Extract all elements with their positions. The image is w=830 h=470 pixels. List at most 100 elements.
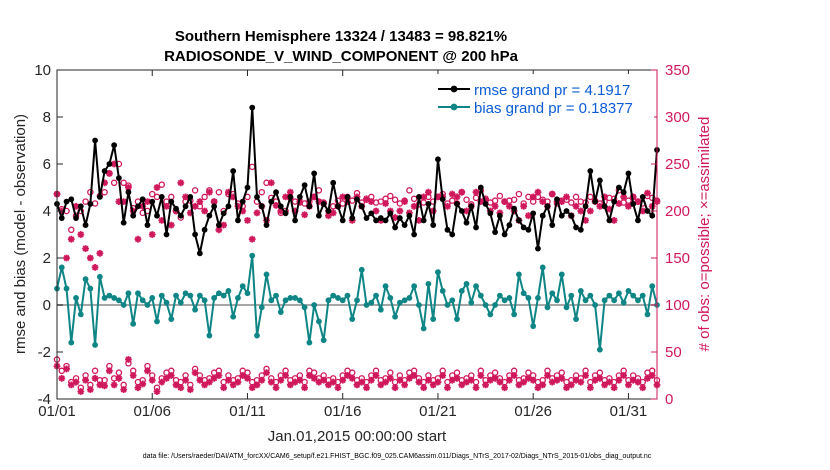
rmse-point — [520, 224, 527, 231]
rmse-point — [149, 198, 156, 205]
obs-assimilated-point — [196, 198, 204, 205]
obs-assimilated-point — [329, 209, 337, 217]
bias-point — [354, 297, 360, 304]
bias-point — [187, 292, 194, 299]
obs-assimilated-low-point — [439, 372, 447, 379]
rmse-point — [92, 137, 98, 144]
bias-point — [211, 295, 218, 301]
bias-point — [587, 292, 594, 299]
rmse-point — [649, 212, 656, 219]
obs-assimilated-low-point — [505, 376, 513, 384]
obs-assimilated-point — [301, 211, 309, 219]
y-tick-label: 8 — [43, 109, 51, 126]
obs-assimilated-point — [163, 202, 170, 210]
y-right-tick-label: 250 — [665, 156, 690, 173]
bias-point — [582, 297, 589, 304]
obs-assimilated-low-point — [458, 381, 466, 389]
obs-possible-point — [568, 199, 575, 206]
obs-assimilated-point — [248, 235, 256, 243]
obs-assimilated-point — [153, 184, 161, 191]
obs-assimilated-low-point — [67, 381, 75, 389]
rmse-point — [463, 219, 470, 226]
obs-assimilated-low-point — [429, 381, 437, 389]
obs-assimilated-low-point — [167, 372, 175, 379]
obs-assimilated-point — [229, 193, 237, 201]
bias-point — [154, 318, 160, 325]
rmse-point — [539, 212, 546, 219]
bias-point — [477, 292, 484, 299]
rmse-point — [387, 210, 394, 217]
rmse-point — [587, 168, 594, 174]
rmse-point — [596, 177, 603, 184]
obs-possible-point — [648, 194, 656, 202]
obs-assimilated-point — [391, 214, 399, 221]
obs-assimilated-point — [401, 198, 409, 205]
bias-point — [630, 292, 637, 299]
bias-point — [177, 299, 184, 306]
rmse-point — [468, 203, 475, 210]
rmse-point — [130, 212, 137, 219]
obs-assimilated-point — [67, 235, 75, 243]
x-axis: 01/01 01/06 01/11 01/16 01/21 01/26 01/31 — [38, 70, 647, 420]
obs-assimilated-low-point — [615, 376, 623, 384]
obs-assimilated-low-point — [577, 378, 585, 386]
rmse-point — [320, 201, 327, 207]
obs-assimilated-point — [158, 217, 166, 224]
obs-possible-point — [391, 196, 399, 203]
obs-assimilated-point — [182, 193, 189, 201]
bias-point — [649, 283, 656, 290]
rmse-point — [611, 198, 618, 205]
obs-assimilated-point — [267, 179, 275, 187]
bias-point — [273, 292, 279, 299]
rmse-point — [344, 194, 351, 200]
bias-point — [344, 292, 351, 299]
rmse-point — [225, 203, 232, 210]
rmse-point — [630, 201, 637, 207]
obs-assimilated-point — [505, 202, 513, 210]
chart-title: Southern Hemisphere 13324 / 13483 = 98.8… — [175, 28, 507, 45]
bias-point — [196, 292, 203, 299]
rmse-point — [249, 104, 256, 111]
obs-possible-point — [215, 188, 223, 196]
bias-point — [482, 302, 489, 308]
obs-assimilated-low-point — [239, 372, 247, 379]
obs-assimilated-low-point — [115, 374, 123, 382]
rmse-point — [158, 194, 165, 200]
obs-assimilated-point — [144, 198, 151, 205]
obs-assimilated-point — [272, 201, 280, 209]
rmse-point — [163, 231, 170, 238]
obs-assimilated-point — [148, 231, 156, 238]
bias-point — [554, 297, 560, 304]
obs-assimilated-point — [220, 221, 228, 229]
bias-point — [625, 288, 632, 294]
obs-possible-point — [82, 198, 89, 205]
obs-possible-point — [406, 187, 413, 194]
rmse-point — [268, 198, 275, 205]
obs-assimilated-low-point — [220, 384, 228, 392]
rmse-point — [606, 217, 613, 224]
rmse-point — [620, 189, 627, 196]
bias-point — [363, 302, 370, 308]
obs-assimilated-point — [610, 217, 618, 224]
bias-point — [544, 304, 551, 311]
rmse-point — [239, 198, 246, 205]
rmse-point — [444, 226, 451, 233]
bias-point — [163, 299, 170, 306]
obs-assimilated-point — [277, 207, 285, 215]
obs-assimilated-low-point — [634, 378, 642, 386]
obs-assimilated-point — [601, 193, 609, 201]
obs-assimilated-low-point — [77, 388, 85, 395]
y-axis-left: -4 -2 0 2 4 6 8 10 — [34, 62, 63, 408]
bias-point — [335, 295, 341, 301]
bias-point — [106, 292, 113, 299]
obs-possible-point — [110, 179, 118, 187]
bias-point — [325, 297, 332, 304]
obs-assimilated-point — [582, 217, 589, 224]
obs-assimilated-low-point — [134, 384, 142, 392]
rmse-point — [549, 222, 556, 229]
obs-assimilated-point — [96, 249, 104, 257]
bias-point — [501, 297, 508, 304]
obs-assimilated-low-point — [482, 381, 489, 389]
bias-point — [430, 316, 437, 322]
rmse-point — [263, 222, 270, 229]
